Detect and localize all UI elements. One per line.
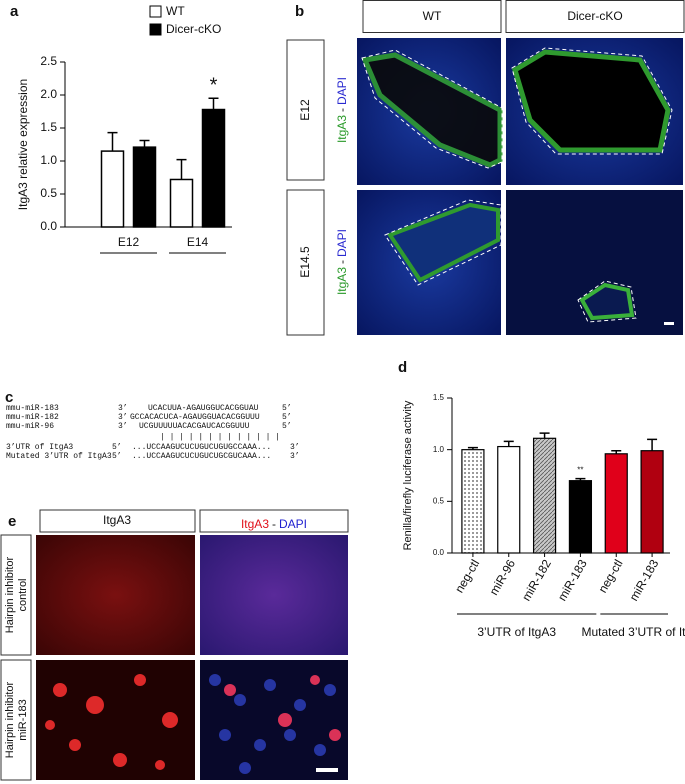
panel-label: e bbox=[8, 513, 16, 530]
x-tick-label: E14 bbox=[187, 235, 209, 249]
legend-label: Dicer-cKO bbox=[166, 22, 221, 36]
legend-swatch bbox=[149, 5, 162, 18]
bar bbox=[169, 178, 194, 228]
row-label: E12 bbox=[298, 99, 312, 121]
sequence: ...UCCAAGUCUCUGUCUGUGCCAAA... bbox=[132, 443, 271, 452]
bar bbox=[497, 445, 521, 554]
sequence-name: Mutated 3’UTR of ItgA3 bbox=[6, 452, 112, 461]
sequence-start: 3’ bbox=[118, 413, 128, 422]
y-tick-label: 0.0 bbox=[433, 548, 445, 557]
row-label: control bbox=[17, 578, 29, 611]
y-tick-label: 1.5 bbox=[433, 393, 445, 402]
sequence-end: 5’ bbox=[282, 413, 292, 422]
annotation: ** bbox=[577, 466, 583, 475]
sequence-name: mmu-miR-96 bbox=[6, 422, 54, 431]
y-axis-label: ItgA3 relative expression bbox=[16, 79, 30, 210]
y-tick-label: 1.0 bbox=[433, 445, 445, 454]
sequence: UCACUUA-AGAUGGUCACGGUAU bbox=[148, 404, 259, 413]
x-tick-label: miR-183 bbox=[627, 557, 662, 604]
x-tick-label: miR-182 bbox=[519, 557, 554, 604]
error-bar bbox=[467, 446, 478, 450]
bar bbox=[100, 150, 125, 228]
bar bbox=[201, 108, 226, 228]
row-label: miR-183 bbox=[17, 699, 29, 741]
sequence: ...UCCAAGUCUCUGUCUGCGUCAAA... bbox=[132, 452, 271, 461]
y-axis-label: Renilla/firefly luciferase activity bbox=[402, 400, 414, 550]
stain-part: DAPI bbox=[335, 77, 349, 105]
row-label: E14.5 bbox=[298, 246, 312, 278]
y-tick-label: 1.0 bbox=[40, 153, 57, 167]
sequence-name: mmu-miR-183 bbox=[6, 404, 59, 413]
y-tick-label: 1.5 bbox=[40, 120, 57, 134]
stain-label: ItgA3 - DAPI bbox=[335, 77, 349, 143]
stain-part: - bbox=[335, 260, 349, 264]
sequence: UCGUUUUUACACGAUCACGGUUU bbox=[139, 422, 250, 431]
panel-label: a bbox=[10, 3, 19, 20]
bar bbox=[568, 480, 593, 554]
stain-part: ItgA3 bbox=[335, 267, 349, 295]
annotation: * bbox=[210, 75, 218, 97]
sequence: GCCACACUCA-AGAUGGUACACGGUUU bbox=[130, 413, 260, 422]
x-tick-label: neg-ctl bbox=[452, 557, 482, 595]
group-label: 3’UTR of ItgA3 bbox=[477, 625, 556, 639]
stain-part: ItgA3 bbox=[335, 115, 349, 143]
x-tick-label: miR-183 bbox=[555, 557, 590, 604]
column-header: ItgA3 bbox=[103, 513, 131, 527]
x-tick-label: neg-ctl bbox=[595, 557, 625, 595]
stain-label: ItgA3-DAPI bbox=[241, 517, 307, 531]
stain-part: - bbox=[272, 517, 276, 531]
sequence-end: 3’ bbox=[290, 452, 300, 461]
error-bar bbox=[208, 97, 219, 110]
error-bar bbox=[539, 432, 550, 439]
legend-swatch bbox=[149, 23, 162, 36]
y-tick-label: 0.0 bbox=[40, 219, 57, 233]
stain-part: ItgA3 bbox=[241, 517, 269, 531]
sequence-end: 5’ bbox=[282, 422, 292, 431]
group-label: Mutated 3’UTR of ItgA3 bbox=[581, 625, 685, 639]
pairing: | | | | | | | | | | | | | bbox=[160, 433, 280, 442]
stain-part: - bbox=[335, 108, 349, 112]
error-bar bbox=[139, 139, 150, 148]
bar bbox=[532, 437, 557, 554]
panel-label: c bbox=[5, 389, 13, 406]
sequence-name: mmu-miR-182 bbox=[6, 413, 59, 422]
y-tick-label: 0.5 bbox=[433, 496, 445, 505]
sequence-start: 3’ bbox=[118, 422, 128, 431]
x-tick-label: miR-96 bbox=[487, 557, 519, 598]
sequence-start: 5’ bbox=[112, 443, 122, 452]
micrographs-b bbox=[357, 38, 683, 335]
sequence-name: 3’UTR of ItgA3 bbox=[6, 443, 73, 452]
sequence-start: 5’ bbox=[112, 452, 122, 461]
x-tick-label: E12 bbox=[118, 235, 140, 249]
column-header: WT bbox=[423, 9, 442, 23]
stain-label: ItgA3 - DAPI bbox=[335, 229, 349, 295]
error-bar bbox=[503, 440, 514, 447]
stain-part: DAPI bbox=[279, 517, 307, 531]
y-tick-label: 2.0 bbox=[40, 87, 57, 101]
stain-part: DAPI bbox=[335, 229, 349, 257]
error-bar bbox=[611, 449, 622, 454]
bar bbox=[640, 450, 664, 554]
panel-label: d bbox=[398, 359, 407, 376]
error-bar bbox=[647, 438, 658, 451]
bar bbox=[132, 146, 157, 228]
row-label: Hairpin inhibitor bbox=[4, 681, 16, 758]
row-label: Hairpin inhibitor bbox=[4, 556, 16, 633]
sequence-start: 3’ bbox=[118, 404, 128, 413]
y-tick-label: 2.5 bbox=[40, 54, 57, 68]
error-bar bbox=[176, 158, 187, 180]
sequence-end: 3’ bbox=[290, 443, 300, 452]
error-bar bbox=[107, 131, 118, 152]
column-header: Dicer-cKO bbox=[567, 9, 622, 23]
legend-label: WT bbox=[166, 4, 185, 18]
panel-label: b bbox=[295, 3, 304, 20]
y-tick-label: 0.5 bbox=[40, 186, 57, 200]
bar bbox=[461, 449, 485, 554]
sequence-end: 5’ bbox=[282, 404, 292, 413]
error-bar bbox=[575, 477, 586, 481]
micrographs-e bbox=[36, 535, 348, 780]
bar bbox=[604, 453, 628, 554]
